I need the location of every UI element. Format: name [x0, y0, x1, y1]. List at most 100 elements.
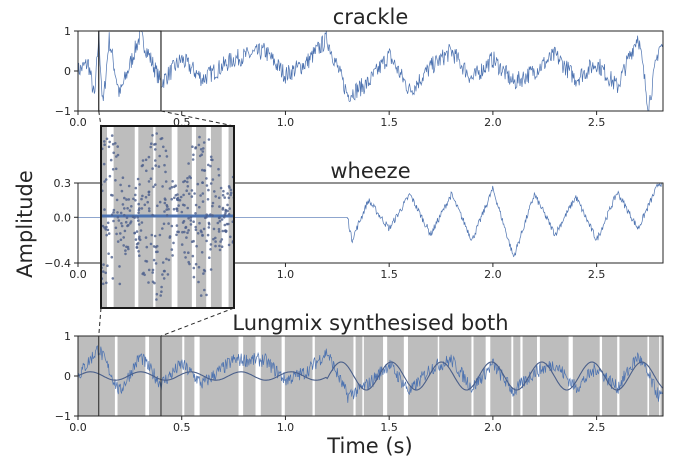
inset-point [207, 163, 210, 167]
x-tick-label: 2.0 [484, 116, 502, 129]
inset-point [221, 193, 225, 197]
inset-point [111, 277, 115, 280]
inset-point [226, 192, 229, 195]
inset-point [209, 268, 213, 271]
inset-point [205, 293, 208, 297]
inset-point [125, 216, 129, 219]
inset-point [223, 223, 227, 227]
inset-point [103, 143, 106, 146]
inset-point [202, 268, 206, 272]
x-tick-label: 1.0 [277, 268, 295, 281]
inset-point [106, 221, 110, 225]
inset-point [116, 240, 120, 243]
inset-point [196, 232, 200, 235]
inset-point [227, 222, 230, 226]
inset-point [175, 207, 178, 210]
inset-point [166, 273, 170, 276]
inset-point [162, 269, 166, 273]
inset-point [102, 270, 105, 273]
y-tick-label: −1 [55, 105, 71, 118]
inset-point [144, 158, 148, 162]
inset-point [149, 177, 153, 180]
inset-point [112, 219, 115, 223]
inset-point [160, 290, 163, 294]
inset-point [183, 204, 186, 207]
inset-point [229, 193, 232, 197]
inset-point [187, 162, 190, 165]
y-tick-label: 0 [64, 65, 71, 78]
inset-point [220, 238, 224, 241]
inset-point [191, 145, 194, 148]
zoom-connector [160, 110, 235, 127]
inset-point [111, 142, 115, 146]
inset-point [118, 265, 121, 268]
inset-point [154, 183, 157, 186]
inset-point [147, 180, 151, 183]
axes-frame [77, 30, 664, 112]
inset-point [207, 188, 210, 192]
masked-region [117, 336, 146, 416]
masked-region [602, 336, 618, 416]
inset-point [161, 273, 164, 276]
inset-point [179, 195, 183, 199]
inset-point [135, 230, 139, 233]
inset-point [208, 256, 211, 260]
inset-point [138, 183, 141, 186]
inset-point [217, 227, 221, 231]
y-axis-label: Amplitude [13, 170, 37, 278]
inset-point [109, 158, 113, 162]
inset-point [124, 249, 127, 252]
zoom-inset-content [101, 126, 234, 308]
inset-point [218, 244, 221, 248]
masked-region [314, 336, 354, 416]
x-tick-label: 1.5 [380, 421, 398, 434]
inset-point [192, 153, 195, 157]
inset-point [220, 245, 224, 248]
inset-point [153, 281, 156, 285]
series-line [78, 345, 663, 403]
inset-point [227, 196, 231, 200]
axes-frame [77, 182, 664, 264]
inset-point [205, 213, 208, 216]
inset-point [219, 240, 222, 243]
inset-point [154, 250, 158, 254]
inset-point [153, 234, 157, 238]
zoom-connector [98, 110, 102, 127]
inset-point [213, 190, 216, 193]
inset-point [186, 180, 189, 184]
inset-point [218, 248, 222, 252]
inset-point [119, 211, 123, 215]
panel-2: Lungmix synthesised both 0.0 0.5 1.0 1.5 2.0 2… [55, 311, 664, 434]
inset-point [190, 240, 194, 243]
inset-point [209, 155, 213, 159]
panel-title: crackle [333, 5, 409, 29]
inset-point [123, 196, 126, 200]
inset-point [209, 243, 213, 246]
inset-point [147, 155, 151, 159]
inset-point [162, 145, 165, 149]
x-tick-label: 2.0 [484, 421, 502, 434]
inset-point [161, 261, 165, 264]
inset-point [212, 227, 216, 231]
inset-point [186, 206, 189, 210]
inset-point [211, 178, 215, 181]
inset-point [199, 294, 203, 297]
inset-point [162, 222, 166, 226]
inset-point [174, 194, 178, 197]
inset-point [174, 184, 177, 187]
inset-point [130, 205, 133, 208]
inset-point [200, 251, 204, 254]
inset-point [184, 256, 187, 259]
inset-point [224, 229, 227, 232]
x-tick-label: 0.0 [69, 268, 87, 281]
inset-point [154, 262, 158, 265]
inset-point [200, 230, 203, 234]
inset-point [164, 170, 167, 174]
inset-point [165, 208, 168, 211]
inset-point [151, 134, 154, 137]
inset-point [201, 200, 205, 203]
inset-point [123, 213, 126, 217]
inset-point [207, 226, 211, 229]
inset-point [167, 258, 171, 262]
inset-point [101, 224, 105, 228]
